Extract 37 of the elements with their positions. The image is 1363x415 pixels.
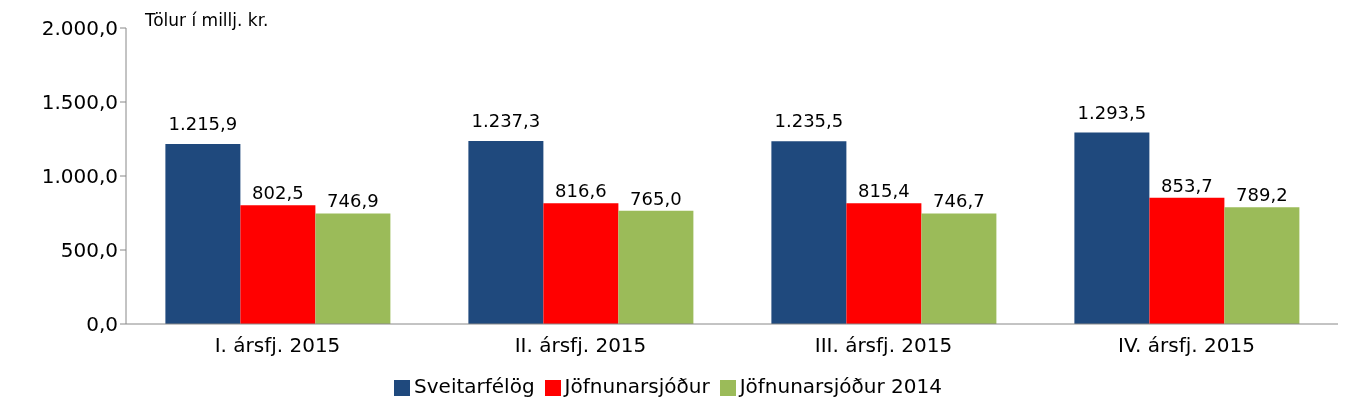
y-tick-label: 0,0 [86,312,118,337]
bar [618,210,694,324]
data-label: 1.215,9 [168,113,238,135]
y-tick-label: 500,0 [60,238,118,263]
data-label: 746,9 [327,190,379,212]
bar [1224,207,1300,324]
x-tick-label: IV. ársfj. 2015 [1118,333,1255,358]
data-label: 815,4 [858,180,910,202]
x-tick-label: I. ársfj. 2015 [214,333,341,358]
bar [1149,197,1225,324]
bar [315,213,391,324]
x-tick-label: II. ársfj. 2015 [514,333,647,358]
bar [468,140,544,324]
data-label: 789,2 [1236,184,1288,206]
x-tick-label: III. ársfj. 2015 [814,333,953,358]
data-label: 1.235,5 [774,110,844,132]
bar [165,144,241,324]
data-label: 816,6 [555,180,607,202]
y-tick-label: 1.500,0 [41,90,118,115]
data-label: 802,5 [252,182,304,204]
legend-label: Jöfnunarsjóður 2014 [739,374,942,398]
data-label: 765,0 [630,187,682,209]
data-label: 1.293,5 [1077,101,1147,123]
legend-label: Sveitarfélög [414,374,535,398]
data-label: 853,7 [1161,174,1213,196]
bar [921,213,997,324]
bar [1074,132,1150,324]
y-tick-label: 1.000,0 [41,164,118,189]
y-tick-label: 2.000,0 [41,16,118,41]
legend-label: Jöfnunarsjóður [564,374,710,398]
bar [771,141,847,324]
y-axis-title: Tölur í millj. kr. [145,10,269,30]
data-label: 746,7 [933,190,985,212]
bar [846,203,922,324]
data-label: 1.237,3 [471,109,541,131]
bar [240,205,316,324]
bar [543,203,619,324]
